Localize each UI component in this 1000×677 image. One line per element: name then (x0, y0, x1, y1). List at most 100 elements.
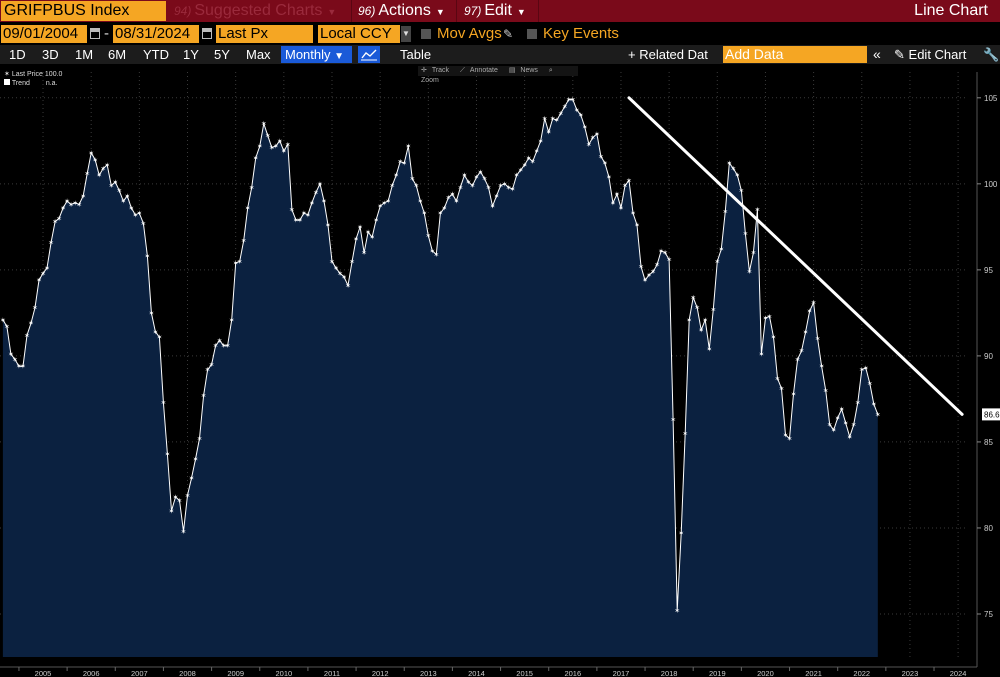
data-point-marker: ✶ (638, 263, 644, 271)
data-point-marker: ✶ (437, 210, 443, 218)
data-point-marker: ✶ (494, 192, 500, 200)
data-point-marker: ✶ (185, 492, 191, 500)
data-point-marker: ✶ (349, 258, 355, 266)
data-point-marker: ✶ (68, 201, 74, 209)
legend-item-trend[interactable]: Trend n.a. (4, 79, 80, 88)
data-point-marker: ✶ (132, 211, 138, 219)
data-point-marker: ✶ (650, 268, 656, 276)
data-point-marker: ✶ (393, 172, 399, 180)
data-point-marker: ✶ (831, 426, 837, 434)
add-data-input[interactable]: Add Data (723, 46, 867, 63)
data-point-marker: ✶ (863, 364, 869, 372)
wrench-icon[interactable]: 🔧 (983, 47, 1000, 62)
title-bar: GRIFPBUS Index 94) Suggested Charts ▼ 96) A… (0, 0, 1000, 22)
y-tick-label: 100 (984, 180, 998, 189)
data-point-marker: ✶ (341, 273, 347, 281)
data-point-marker: ✶ (225, 342, 231, 350)
period-1m[interactable]: 1M (75, 47, 94, 62)
annotate-tool[interactable]: ⟋ Annotate (460, 67, 498, 74)
data-point-marker: ✶ (24, 332, 30, 340)
x-tick-label: 2018 (661, 669, 678, 677)
data-point-marker: ✶ (771, 333, 777, 341)
data-point-marker: ✶ (498, 182, 504, 190)
data-point-marker: ✶ (839, 406, 845, 414)
data-point-marker: ✶ (397, 158, 403, 166)
data-point-marker: ✶ (249, 184, 255, 192)
period-3d[interactable]: 3D (42, 47, 59, 62)
date-separator: - (104, 25, 109, 42)
calendar-icon[interactable] (90, 28, 100, 39)
data-point-marker: ✶ (763, 315, 769, 323)
key-events-label[interactable]: Key Events (543, 25, 619, 42)
collapse-icon[interactable]: « (873, 46, 881, 62)
data-point-marker: ✶ (277, 137, 283, 145)
data-point-marker: ✶ (237, 258, 243, 266)
period-ytd[interactable]: YTD (143, 47, 169, 62)
data-point-marker: ✶ (229, 316, 235, 324)
data-point-marker: ✶ (722, 208, 728, 216)
suggested-charts-menu[interactable]: 94) Suggested Charts ▼ (174, 0, 336, 22)
data-point-marker: ✶ (478, 168, 484, 176)
news-tool[interactable]: ▤ News (508, 67, 538, 74)
frequency-select[interactable]: Monthly ▼ (281, 46, 352, 63)
mov-avgs-label[interactable]: Mov Avgs (437, 25, 502, 42)
zoom-tool[interactable]: ⌕ Zoom (421, 67, 553, 84)
data-point-marker: ✶ (550, 115, 556, 123)
data-point-marker: ✶ (606, 173, 612, 181)
data-point-marker: ✶ (738, 187, 744, 195)
x-tick-label: 2017 (613, 669, 630, 677)
line-chart[interactable]: ✶ ✶ ✶ ✶ ✶ ✶ ✶ ✶ ✶ ✶ ✶ ✶ ✶ ✶ ✶ ✶ ✶ ✶ ✶ ✶ ✶ ✶ ✶ ✶ ✶ ✶ ✶ ✶ ✶ ✶ ✶ ✶ ✶ ✶ ✶ ✶ ✶ ✶ ✶ ✶… (0, 64, 1000, 677)
data-point-marker: ✶ (678, 530, 684, 538)
chart-tool-strip: ✛ Track ⟋ Annotate ▤ News ⌕ Zoom (418, 66, 578, 84)
data-point-marker: ✶ (273, 142, 279, 150)
data-point-marker: ✶ (16, 363, 22, 371)
period-6m[interactable]: 6M (108, 47, 127, 62)
x-tick-label: 2007 (131, 669, 148, 677)
x-tick-label: 2006 (83, 669, 100, 677)
data-point-marker: ✶ (449, 191, 455, 199)
edit-chart-button[interactable]: ✎ Edit Chart (894, 45, 966, 64)
key-events-checkbox[interactable] (527, 29, 537, 39)
data-point-marker: ✶ (233, 259, 239, 267)
table-button[interactable]: Table (400, 47, 432, 62)
currency-select[interactable]: Local CCY (318, 25, 400, 43)
calendar-icon[interactable] (202, 28, 212, 39)
period-5y[interactable]: 5Y (214, 47, 230, 62)
ticker-field[interactable]: GRIFPBUS Index (1, 1, 166, 21)
data-point-marker: ✶ (662, 249, 668, 257)
data-point-marker: ✶ (578, 112, 584, 120)
legend-item-last-price[interactable]: ✶ Last Price 100.0 (4, 70, 80, 79)
data-point-marker: ✶ (317, 180, 323, 188)
start-date-input[interactable]: 09/01/2004 (1, 25, 87, 43)
y-tick-label: 80 (984, 524, 993, 533)
data-point-marker: ✶ (329, 258, 335, 266)
data-point-marker: ✶ (173, 493, 179, 501)
actions-menu[interactable]: 96) Actions ▼ (358, 0, 445, 22)
period-1y[interactable]: 1Y (183, 47, 199, 62)
data-point-marker: ✶ (570, 96, 576, 104)
line-chart-icon[interactable] (358, 46, 380, 63)
data-point-marker: ✶ (470, 182, 476, 190)
data-point-marker: ✶ (803, 328, 809, 336)
period-max[interactable]: Max (246, 47, 271, 62)
data-point-marker: ✶ (181, 528, 187, 536)
mov-avgs-checkbox[interactable] (421, 29, 431, 39)
price-field-input[interactable]: Last Px (216, 25, 313, 43)
track-tool[interactable]: ✛ Track (421, 67, 450, 74)
data-point-marker: ✶ (534, 148, 540, 156)
related-data-button[interactable]: + Related Dat (628, 47, 708, 62)
period-1d[interactable]: 1D (9, 47, 26, 62)
data-point-marker: ✶ (201, 392, 207, 400)
edit-menu[interactable]: 97) Edit ▼ (464, 0, 526, 22)
data-point-marker: ✶ (855, 399, 861, 407)
end-date-input[interactable]: 08/31/2024 (113, 25, 199, 43)
data-point-marker: ✶ (136, 210, 142, 218)
legend-label: Trend (11, 80, 30, 87)
data-point-marker: ✶ (156, 333, 162, 341)
data-point-marker: ✶ (795, 356, 801, 364)
data-point-marker: ✶ (405, 142, 411, 150)
menu-number: 97) (464, 4, 482, 18)
data-point-marker: ✶ (614, 191, 620, 199)
chevron-down-icon[interactable]: ▼ (401, 26, 411, 42)
pencil-icon[interactable]: ✎ (503, 27, 514, 41)
